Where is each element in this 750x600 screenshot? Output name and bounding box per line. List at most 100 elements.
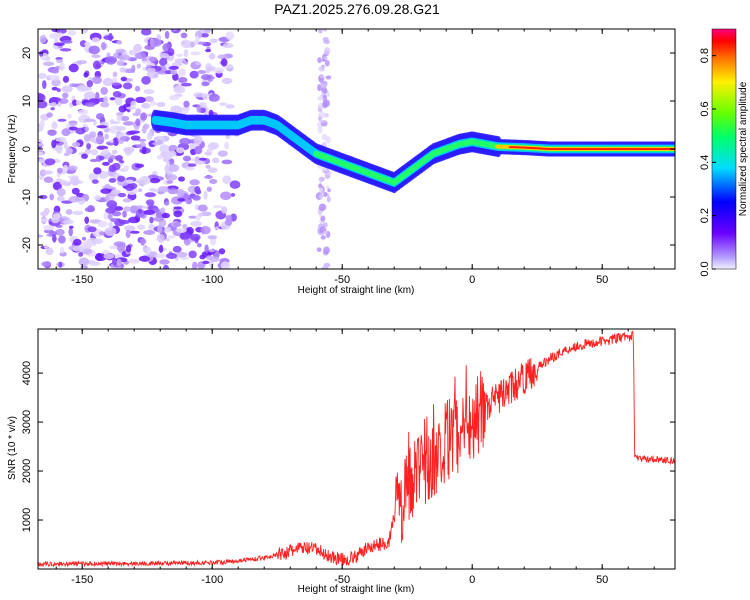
noise-blob: [197, 41, 206, 45]
snr-x-label: Height of straight line (km): [298, 584, 415, 595]
colorbar-tick-label: 0.4: [699, 155, 711, 170]
noise-blob: [72, 245, 84, 252]
noise-blob: [177, 198, 186, 202]
noise-blob: [102, 161, 110, 166]
noise-blob: [197, 204, 208, 212]
noise-blob: [160, 207, 166, 214]
noise-blob: [205, 164, 211, 169]
noise-blob: [212, 157, 220, 164]
snr-line: [38, 330, 675, 568]
snr-x-tick-label: 0: [469, 574, 475, 586]
noise-blob: [182, 105, 191, 112]
noise-blob: [206, 255, 214, 261]
noise-blob: [190, 233, 201, 241]
noise-blob: [81, 236, 87, 241]
noise-blob: [172, 29, 178, 32]
noise-blob: [229, 180, 241, 189]
noise-blob: [219, 102, 228, 106]
noise-blob: [178, 77, 188, 83]
noise-blob: [146, 67, 156, 74]
noise-blob: [130, 100, 137, 107]
noise-blob: [193, 92, 205, 98]
noise-blob: [204, 151, 212, 156]
noise-blob: [318, 187, 324, 193]
noise-blob: [220, 191, 232, 200]
noise-blob: [148, 56, 158, 62]
noise-blob: [156, 154, 163, 160]
noise-blob: [165, 238, 171, 242]
spectrogram-y-tick-label: 20: [21, 47, 33, 59]
noise-blob: [109, 139, 114, 143]
noise-blob: [110, 189, 121, 195]
noise-blob: [172, 73, 179, 81]
noise-blob: [38, 142, 45, 147]
noise-blob: [149, 38, 162, 48]
noise-blob: [221, 77, 233, 85]
noise-blob: [59, 247, 65, 254]
noise-blob: [159, 52, 169, 59]
noise-blob: [209, 38, 218, 44]
noise-blob: [108, 221, 114, 228]
noise-blob: [81, 241, 93, 249]
noise-blob: [177, 176, 186, 182]
noise-blob: [206, 186, 212, 192]
noise-blob: [68, 227, 73, 237]
colorbar-tick-label: 0.0: [699, 261, 711, 276]
noise-blob: [88, 45, 100, 55]
snr-y-tick-label: 4000: [21, 361, 33, 385]
noise-blob: [320, 80, 328, 89]
noise-blob: [103, 96, 109, 104]
noise-blob: [159, 144, 169, 154]
noise-blob: [144, 246, 152, 255]
noise-blob: [69, 122, 78, 127]
noise-blob: [139, 238, 147, 245]
noise-blob: [318, 183, 323, 189]
noise-blob: [140, 112, 148, 121]
noise-blob: [51, 69, 60, 74]
noise-blob: [218, 248, 226, 255]
noise-blob: [94, 195, 102, 201]
noise-blob: [63, 140, 68, 150]
noise-blob: [175, 227, 187, 233]
noise-blob: [207, 235, 218, 240]
noise-blob: [119, 135, 131, 142]
noise-blob: [108, 164, 117, 173]
noise-blob: [135, 118, 141, 127]
noise-blob: [141, 102, 151, 109]
noise-blob: [59, 48, 72, 52]
noise-blob: [38, 72, 47, 80]
noise-blob: [170, 69, 178, 75]
noise-blob: [104, 133, 109, 140]
noise-blob: [205, 67, 211, 74]
noise-blob: [180, 232, 185, 240]
noise-blob: [84, 126, 90, 132]
noise-blob: [201, 81, 210, 87]
noise-blob: [84, 41, 91, 47]
noise-blob: [190, 51, 201, 56]
noise-blob: [62, 92, 69, 99]
noise-blob: [128, 130, 140, 134]
noise-blob: [183, 61, 189, 65]
noise-blob: [134, 85, 141, 92]
noise-blob: [112, 52, 119, 59]
noise-blob: [119, 67, 127, 73]
noise-blob: [125, 106, 136, 110]
noise-blob: [69, 83, 77, 87]
noise-blob: [62, 75, 70, 83]
noise-blob: [91, 54, 101, 58]
noise-blob: [42, 80, 47, 90]
noise-blob: [122, 82, 133, 90]
noise-blob: [128, 216, 140, 224]
noise-blob: [199, 101, 207, 108]
noise-blob: [130, 135, 141, 141]
noise-blob: [116, 242, 126, 252]
colorbar-label: Normalized spectral amplitude: [738, 81, 749, 216]
noise-blob: [127, 182, 138, 190]
noise-blob: [324, 60, 330, 67]
noise-blob: [52, 234, 57, 243]
noise-blob: [106, 200, 118, 209]
noise-blob: [83, 118, 96, 123]
noise-blob: [76, 84, 89, 92]
noise-blob: [62, 181, 72, 187]
noise-blob: [41, 261, 52, 267]
